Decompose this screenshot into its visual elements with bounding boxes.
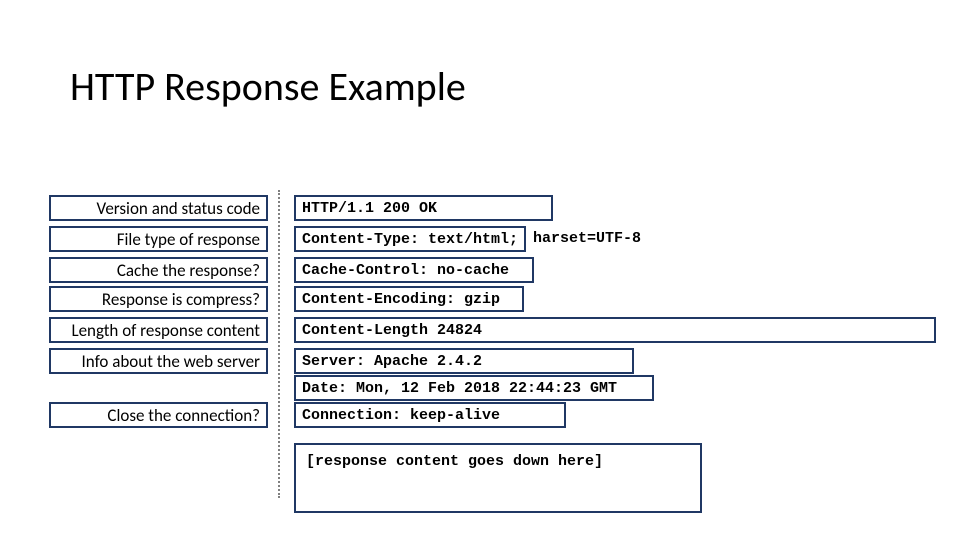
value-content-encoding: Content-Encoding: gzip: [294, 286, 524, 312]
value-status-line: HTTP/1.1 200 OK: [294, 195, 553, 221]
separator-line: [278, 190, 280, 498]
label-file-type: File type of response: [49, 226, 268, 252]
label-compress: Response is compress?: [49, 286, 268, 312]
value-content-type-charset: harset=UTF-8: [533, 230, 641, 247]
label-cache: Cache the response?: [49, 257, 268, 283]
label-server: Info about the web server: [49, 348, 268, 374]
label-connection: Close the connection?: [49, 402, 268, 428]
label-length: Length of response content: [49, 317, 268, 343]
value-content-length: Content-Length 24824: [294, 317, 936, 343]
slide-title: HTTP Response Example: [70, 62, 466, 111]
value-cache-control: Cache-Control: no-cache: [294, 257, 534, 283]
value-date: Date: Mon, 12 Feb 2018 22:44:23 GMT: [294, 375, 654, 401]
slide: HTTP Response Example Version and status…: [0, 0, 960, 540]
response-content-placeholder: [response content goes down here]: [306, 453, 603, 470]
value-connection: Connection: keep-alive: [294, 402, 566, 428]
label-version-status: Version and status code: [49, 195, 268, 221]
value-content-type: Content-Type: text/html;: [294, 226, 526, 252]
value-server: Server: Apache 2.4.2: [294, 348, 634, 374]
